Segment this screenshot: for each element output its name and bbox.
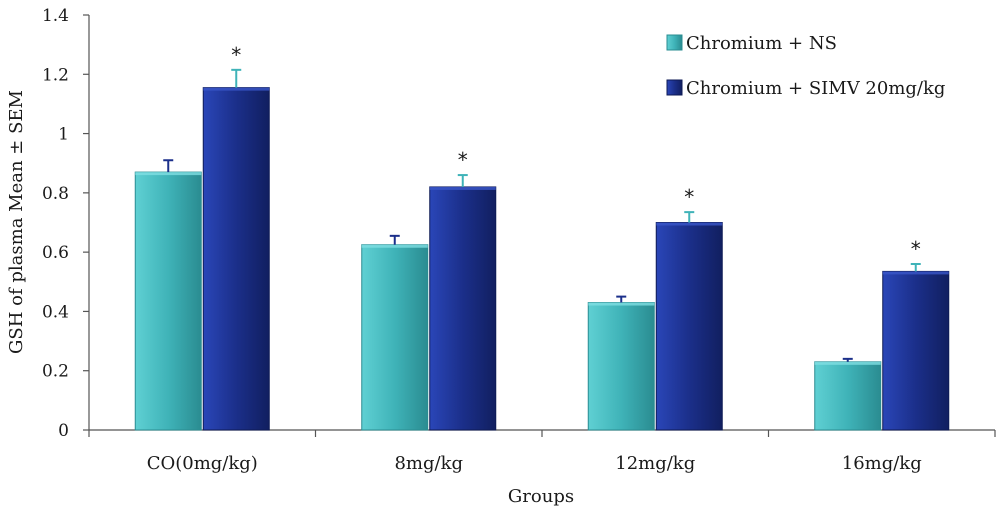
- y-tick-label: 1.2: [42, 65, 69, 85]
- bar: [202, 87, 270, 431]
- bar-group: [361, 234, 429, 431]
- y-tick-label: 1: [58, 125, 69, 145]
- bar-group: *: [429, 148, 497, 431]
- bar: [429, 186, 497, 431]
- significance-mark: *: [458, 148, 468, 172]
- y-tick-label: 0.2: [42, 362, 69, 382]
- legend: Chromium + NS Chromium + SIMV 20mg/kg: [666, 33, 945, 99]
- x-category-label: 16mg/kg: [842, 453, 922, 474]
- bar-group: [134, 159, 202, 431]
- y-tick-label: 0: [58, 421, 69, 441]
- legend-item: Chromium + NS: [666, 33, 837, 54]
- bar-top-highlight: [361, 244, 428, 248]
- bar-top-highlight: [429, 186, 496, 190]
- x-category-label: CO(0mg/kg): [147, 453, 258, 474]
- y-ticks: 0 0.2 0.4 0.6 0.8 1 1.2 1.4: [42, 6, 89, 441]
- bar-group: [587, 295, 655, 431]
- bar-group: *: [202, 43, 270, 431]
- bar-top-highlight: [203, 87, 270, 91]
- bar-group: *: [655, 185, 723, 431]
- bar-group: [814, 357, 882, 431]
- y-tick-label: 0.6: [42, 243, 69, 263]
- x-category-label: 12mg/kg: [615, 453, 695, 474]
- bar: [587, 302, 655, 431]
- bar-top-highlight: [588, 302, 655, 306]
- y-axis-title: GSH of plasma Mean ± SEM: [6, 90, 27, 354]
- significance-mark: *: [911, 237, 921, 261]
- x-ticks: CO(0mg/kg) 8mg/kg 12mg/kg 16mg/kg: [88, 430, 996, 474]
- legend-swatch: [666, 34, 683, 51]
- legend-item: Chromium + SIMV 20mg/kg: [666, 78, 945, 99]
- bar: [134, 171, 202, 431]
- bar: [882, 270, 950, 431]
- significance-mark: *: [684, 185, 694, 209]
- bar: [814, 361, 882, 431]
- bar-top-highlight: [135, 172, 202, 176]
- y-tick-label: 0.8: [42, 184, 69, 204]
- y-tick-label: 1.4: [42, 6, 69, 26]
- bar: [361, 244, 429, 431]
- bar: [655, 222, 723, 431]
- legend-label: Chromium + SIMV 20mg/kg: [686, 78, 945, 99]
- x-category-label: 8mg/kg: [394, 453, 463, 474]
- legend-swatch: [666, 79, 683, 96]
- bars: * * * *: [134, 43, 950, 431]
- y-tick-label: 0.4: [42, 302, 69, 322]
- bar-group: *: [882, 237, 950, 431]
- bar-top-highlight: [882, 271, 949, 275]
- bar-top-highlight: [656, 222, 723, 226]
- legend-label: Chromium + NS: [686, 33, 837, 54]
- significance-mark: *: [231, 43, 241, 67]
- bar-top-highlight: [814, 361, 881, 365]
- x-axis-title: Groups: [508, 486, 574, 507]
